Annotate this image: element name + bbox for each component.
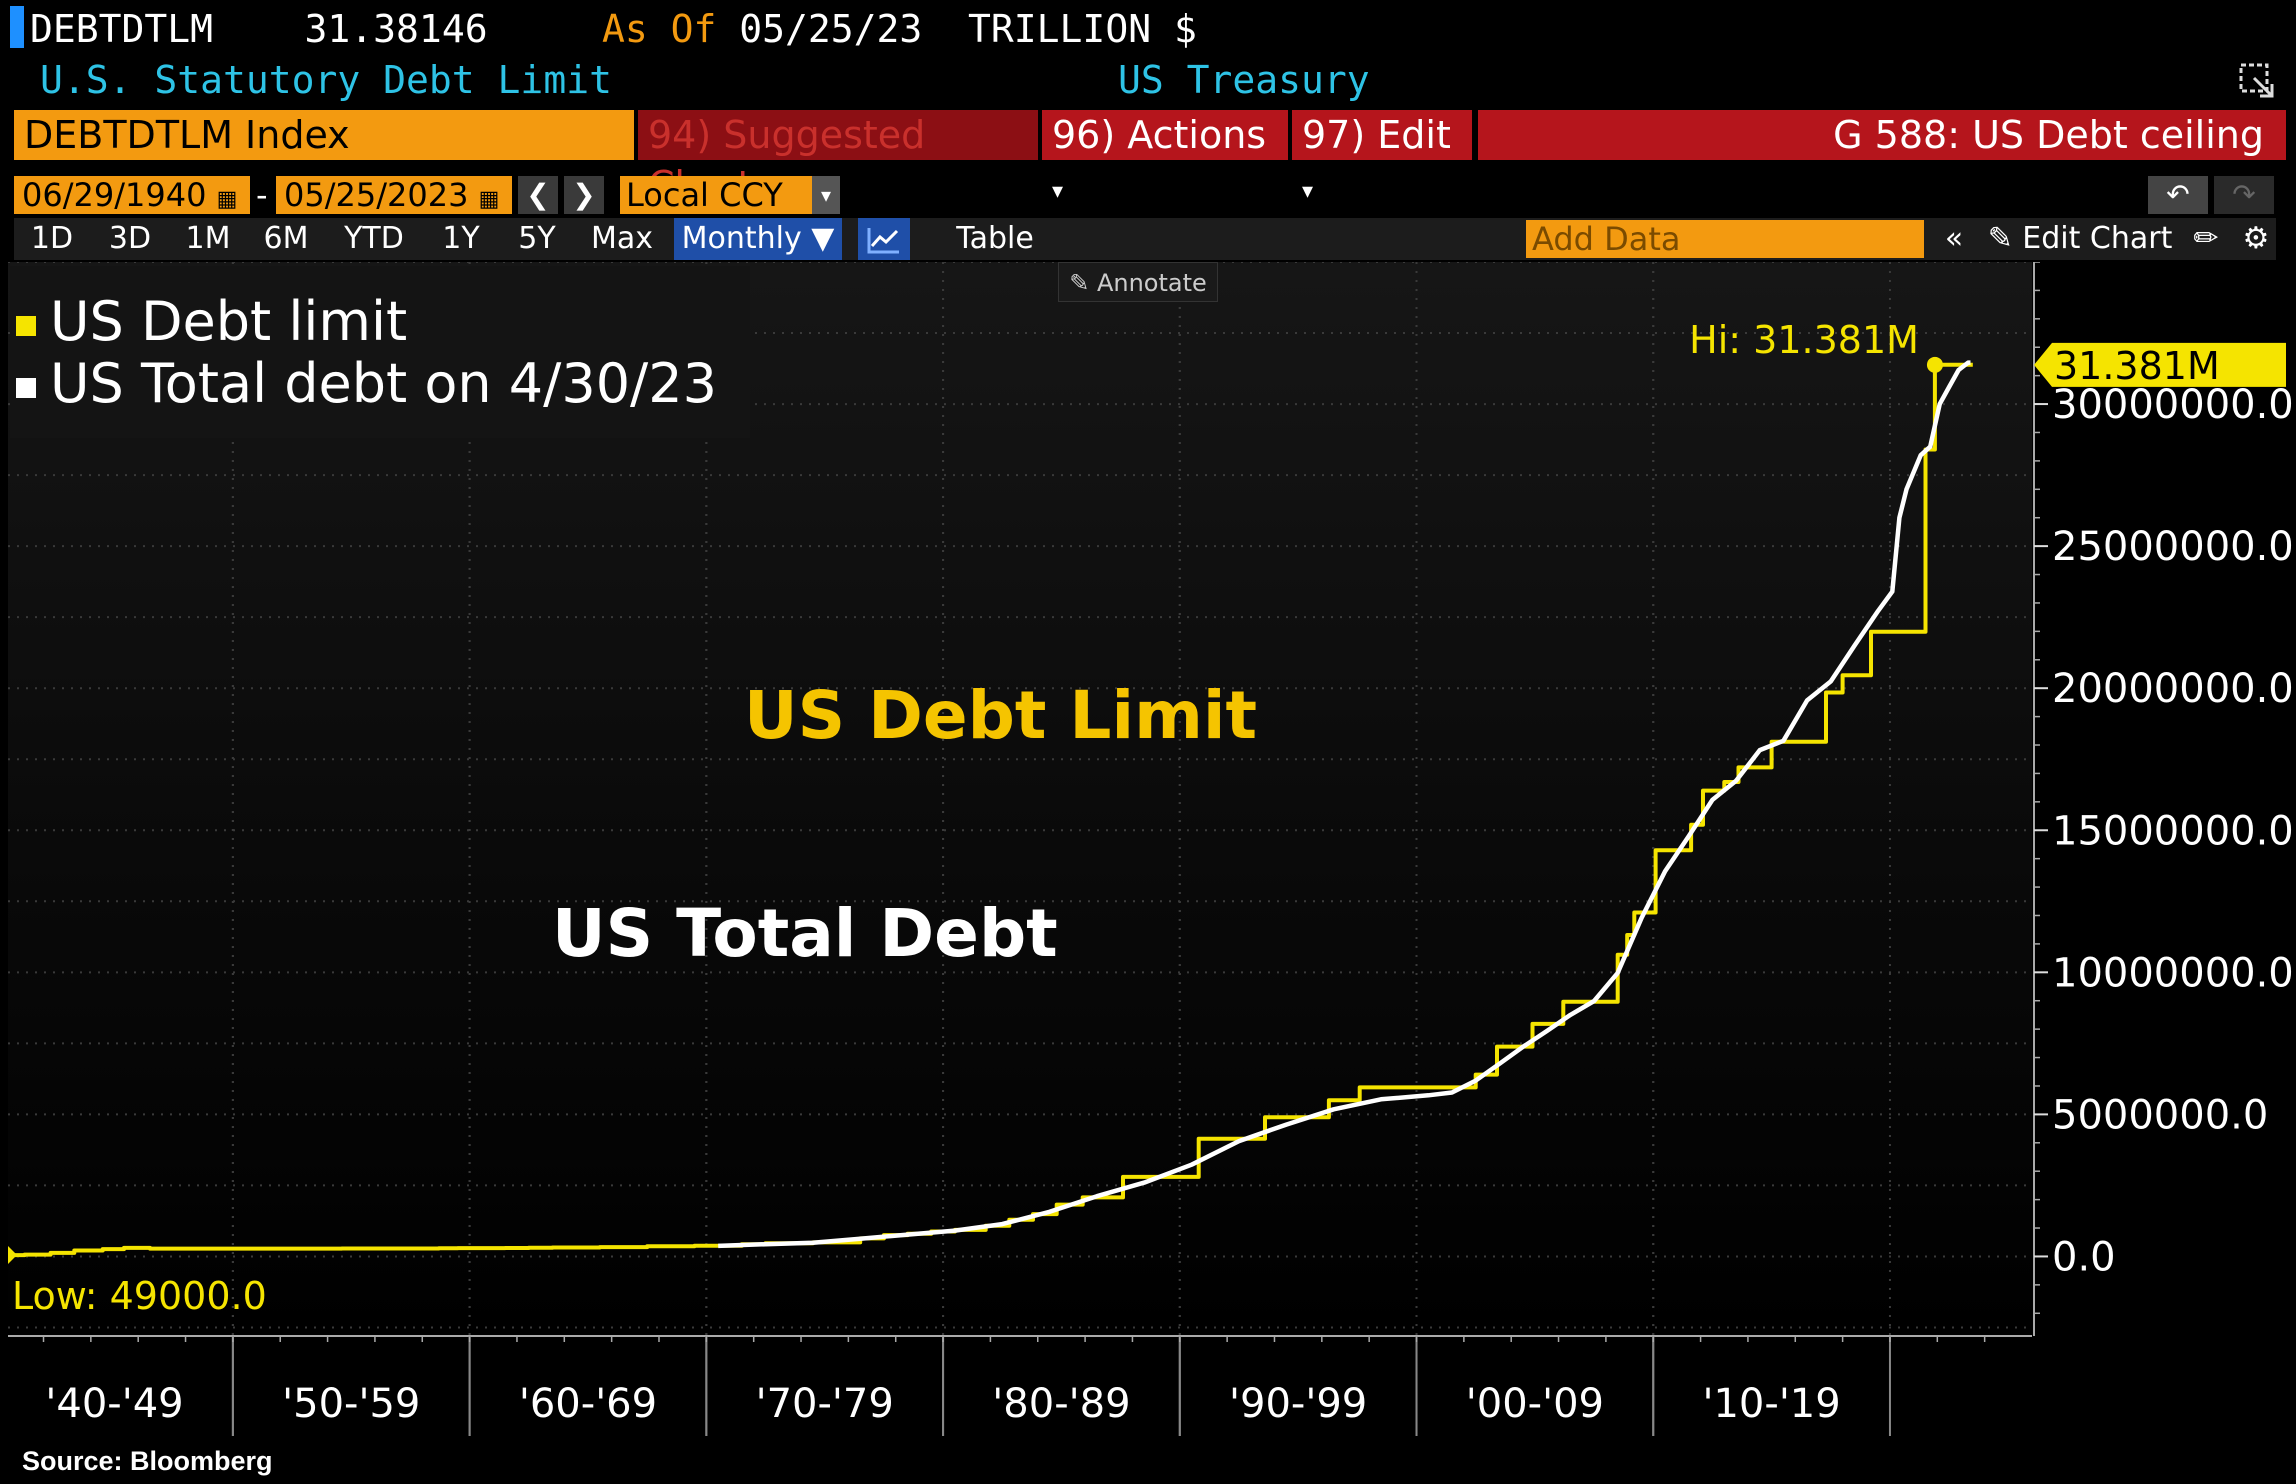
last-value-tag — [2034, 342, 2286, 387]
high-label: Hi: 31.381M — [1689, 318, 1919, 362]
start-date-value: 06/29/1940 — [22, 176, 207, 214]
low-label: Low: 49000.0 — [12, 1274, 267, 1318]
edit-chart-label: Edit Chart — [2022, 221, 2173, 256]
period-6m[interactable]: 6M — [263, 221, 309, 256]
undo-icon[interactable]: ↶ — [2148, 176, 2208, 214]
x-tick-label: '50-'59 — [282, 1381, 420, 1427]
x-axis: '40-'49 '50-'59 '60-'69 '70-'79 '80-'89 '90-'… — [8, 1335, 2032, 1436]
series-group — [8, 360, 1973, 1258]
collapse-icon[interactable]: « — [1944, 221, 1964, 256]
y-tick-label: 30000000.0 — [2052, 382, 2294, 428]
period-ytd[interactable]: YTD — [344, 221, 404, 256]
ticker-header: DEBTDTLM 31.38146 As Of 05/25/23 TRILLIO… — [10, 6, 1197, 52]
ticker-marker — [10, 6, 24, 48]
calendar-icon[interactable]: ▦ — [478, 187, 500, 212]
annotation-marks: Hi: 31.381M Low: 49000.0 31.381M — [8, 318, 2286, 1318]
low-point-marker — [8, 1246, 17, 1265]
x-tick-label: '90-'99 — [1229, 1381, 1367, 1427]
high-point-marker — [1926, 356, 1943, 373]
y-tick-label: 15000000.0 — [2052, 808, 2294, 854]
legend-item-debt-limit: US Debt limit — [16, 290, 408, 353]
calendar-icon[interactable]: ▦ — [216, 187, 238, 212]
last-value: 31.38146 — [304, 7, 488, 51]
debt-limit-annotation: US Debt Limit — [744, 677, 1257, 754]
chevron-down-icon: ▾ — [1052, 179, 1064, 204]
as-of-label: As Of — [601, 7, 717, 51]
period-1d[interactable]: 1D — [30, 221, 74, 256]
chevron-down-icon: ▾ — [812, 176, 840, 214]
plot-area — [8, 262, 2032, 1336]
legend-label: US Total debt on 4/30/23 — [50, 352, 717, 415]
legend-item-total-debt: US Total debt on 4/30/23 — [16, 352, 717, 415]
currency-select[interactable]: Local CCY ▾ — [620, 176, 840, 214]
add-data-input[interactable]: Add Data — [1526, 220, 1924, 258]
end-date-field[interactable]: 05/25/2023 ▦ — [276, 176, 512, 214]
edit-menu-button[interactable]: 97) Edit ▾ — [1292, 110, 1472, 204]
x-tick-label: '60-'69 — [519, 1381, 657, 1427]
frequency-select[interactable]: Monthly ▼ — [674, 218, 842, 260]
currency-value: Local CCY — [626, 176, 783, 214]
total-debt-annotation: US Total Debt — [552, 895, 1058, 972]
suggested-charts-number: 94) — [648, 113, 712, 157]
x-tick-label: '10-'19 — [1702, 1381, 1840, 1427]
period-5y[interactable]: 5Y — [518, 221, 556, 256]
chevron-down-icon: ▾ — [1302, 179, 1314, 204]
x-tick-label: '00-'09 — [1466, 1381, 1604, 1427]
series-line — [718, 360, 1971, 1249]
x-tick-label: '40-'49 — [45, 1381, 183, 1427]
period-1y[interactable]: 1Y — [442, 221, 480, 256]
y-tick-label: 20000000.0 — [2052, 666, 2294, 712]
edit-number: 97) — [1302, 113, 1366, 157]
chart-title: G 588: US Debt ceiling — [1478, 110, 2286, 160]
frequency-value: Monthly — [681, 221, 802, 256]
annotate-label: Annotate — [1096, 269, 1207, 297]
period-3d[interactable]: 3D — [108, 221, 152, 256]
legend-label: US Debt limit — [50, 290, 408, 353]
y-tick-label: 10000000.0 — [2052, 950, 2294, 996]
legend-swatch — [16, 378, 36, 398]
popout-icon[interactable] — [2238, 62, 2278, 102]
actions-label: Actions — [1127, 113, 1267, 157]
legend-swatch — [16, 316, 36, 336]
x-tick-label: '80-'89 — [992, 1381, 1130, 1427]
units-label: TRILLION $ — [968, 7, 1197, 51]
actions-number: 96) — [1052, 113, 1116, 157]
series-source: US Treasury — [1118, 58, 1370, 102]
period-max[interactable]: Max — [590, 221, 654, 256]
pencil-icon: ✎ — [1987, 221, 2013, 256]
y-axis: 0.0 5000000.0 10000000.0 15000000.0 20000000… — [2033, 262, 2294, 1336]
edit-chart-button[interactable]: ✎ Edit Chart — [1986, 218, 2174, 260]
series-description: U.S. Statutory Debt Limit — [40, 58, 612, 102]
last-value-label: 31.381M — [2054, 344, 2220, 388]
chart-legend: US Debt limit US Total debt on 4/30/23 — [10, 266, 750, 438]
gear-icon[interactable]: ⚙ — [2242, 221, 2270, 256]
debt-limit-chart: '40-'49 '50-'59 '60-'69 '70-'79 '80-'89 '90-'… — [8, 262, 2294, 1436]
y-tick-label: 5000000.0 — [2052, 1092, 2268, 1138]
redo-icon[interactable]: ↷ — [2214, 176, 2274, 214]
annotate-button[interactable]: ✎ Annotate — [1058, 262, 1218, 302]
start-date-field[interactable]: 06/29/1940 ▦ — [14, 176, 250, 214]
security-field[interactable]: DEBTDTLM Index — [14, 110, 634, 160]
triangle-down-icon: ▼ — [811, 221, 835, 256]
edit-label: Edit — [1377, 113, 1451, 157]
date-range-separator: - — [256, 176, 268, 214]
period-1m[interactable]: 1M — [185, 221, 231, 256]
edit-pen-icon[interactable]: ✏ — [2193, 221, 2219, 256]
chevron-left-icon[interactable]: ❮ — [518, 176, 558, 214]
x-tick-label: '70-'79 — [756, 1381, 894, 1427]
line-chart-icon[interactable] — [858, 218, 910, 260]
annotate-pencil-icon: ✎ — [1069, 269, 1090, 297]
chevron-right-icon[interactable]: ❯ — [564, 176, 604, 214]
y-tick-label: 0.0 — [2052, 1234, 2116, 1280]
suggested-charts-button[interactable]: 94) Suggested Charts — [638, 110, 1038, 207]
ticker-symbol: DEBTDTLM — [30, 7, 214, 51]
source-footnote: Source: Bloomberg — [22, 1446, 273, 1476]
actions-menu-button[interactable]: 96) Actions ▾ — [1042, 110, 1288, 204]
table-tab[interactable]: Table — [956, 221, 1034, 256]
end-date-value: 05/25/2023 — [284, 176, 469, 214]
y-tick-label: 25000000.0 — [2052, 524, 2294, 570]
as-of-date: 05/25/23 — [739, 7, 923, 51]
